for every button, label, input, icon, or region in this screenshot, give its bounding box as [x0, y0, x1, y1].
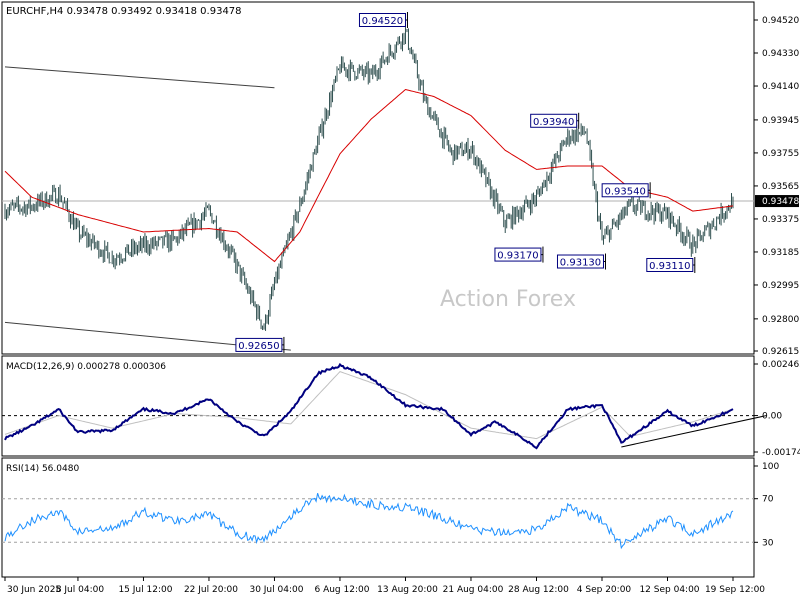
- rsi-tick-label: 70: [762, 495, 774, 505]
- level-box: [358, 13, 406, 27]
- macd-indicator: 0.002463 0.00 -0.00174: [2, 360, 800, 458]
- macd-signal-line: [4, 371, 734, 440]
- time-tick-label: 28 Aug 12:00: [508, 585, 569, 595]
- time-tick-label: 21 Aug 04:00: [443, 585, 504, 595]
- time-tick-label: 4 Sep 20:00: [577, 585, 632, 595]
- price-axis: 0.94520 0.94330 0.94140 0.93945 0.93755 0.935…: [2, 16, 799, 357]
- price-tick-label: 0.92995: [762, 281, 799, 291]
- level-box: [601, 183, 649, 198]
- watermark-text: Action Forex: [440, 287, 576, 312]
- price-panel-frame: [1, 1, 755, 355]
- time-tick-label: 13 Aug 20:00: [377, 585, 438, 595]
- price-tick-label: 0.94520: [762, 16, 799, 26]
- macd-panel-title: MACD(12,26,9) 0.000278 0.000306: [6, 362, 166, 372]
- level-labels: 0.94520 0.93940 0.93540 0.93170 0.93130 0.931…: [235, 12, 696, 353]
- macd-tick-label: 0.002463: [762, 360, 800, 370]
- time-tick-label: 15 Jul 12:00: [118, 585, 172, 595]
- time-tick-label: 19 Sep 12:00: [705, 585, 765, 595]
- macd-trendline: [621, 415, 767, 448]
- price-tick-label: 0.93375: [762, 215, 799, 225]
- price-candles: [4, 25, 734, 331]
- level-label: 0.93540: [604, 186, 645, 197]
- moving-average-line: [4, 88, 734, 263]
- price-tick-label: 0.92800: [762, 315, 799, 325]
- rsi-tick-label: 100: [762, 462, 779, 472]
- price-panel-title: EURCHF,H4 0.93478 0.93492 0.93418 0.9347…: [6, 6, 242, 17]
- channel-line: [4, 66, 275, 89]
- level-box: [556, 254, 604, 269]
- level-label: 0.93110: [649, 261, 690, 272]
- price-tick-label: 0.94330: [762, 49, 799, 59]
- rsi-panel-frame: [1, 457, 755, 578]
- level-label: 0.93130: [560, 258, 601, 269]
- level-label: 0.93940: [533, 117, 574, 128]
- level-label: 0.94520: [362, 16, 403, 27]
- price-tick-label: 0.93755: [762, 149, 799, 159]
- price-tick-label: 0.92615: [762, 347, 799, 357]
- price-tick-label: 0.93945: [762, 116, 799, 126]
- macd-panel-frame: [1, 355, 755, 457]
- macd-tick-label: 0.00: [762, 412, 782, 422]
- current-price-box: [755, 195, 799, 208]
- level-box: [530, 113, 578, 128]
- time-tick-label: 30 Jun 2025: [7, 585, 61, 595]
- time-tick-label: 30 Jul 04:00: [249, 585, 303, 595]
- level-label: 0.93170: [497, 251, 538, 262]
- time-tick-label: 12 Sep 04:00: [639, 585, 699, 595]
- level-box: [494, 247, 542, 262]
- time-tick-label: 8 Jul 04:00: [56, 585, 105, 595]
- rsi-tick-label: 30: [762, 538, 774, 548]
- price-tick-label: 0.94140: [762, 82, 799, 92]
- time-tick-label: 22 Jul 20:00: [184, 585, 238, 595]
- rsi-panel-title: RSI(14) 56.0480: [6, 464, 79, 474]
- time-tick-label: 6 Aug 12:00: [314, 585, 369, 595]
- price-tick-label: 0.93185: [762, 248, 799, 258]
- price-tick-label: 0.93565: [762, 182, 799, 192]
- level-box: [235, 337, 283, 352]
- current-price-label: 0.93478: [762, 197, 799, 207]
- macd-tick-label: -0.00174: [762, 448, 800, 458]
- macd-line: [4, 362, 734, 450]
- level-label: 0.92650: [238, 341, 279, 352]
- rsi-line: [4, 493, 734, 550]
- level-box: [646, 257, 694, 272]
- moving-average: [4, 88, 734, 263]
- rsi-indicator: 100 70 30: [2, 462, 779, 550]
